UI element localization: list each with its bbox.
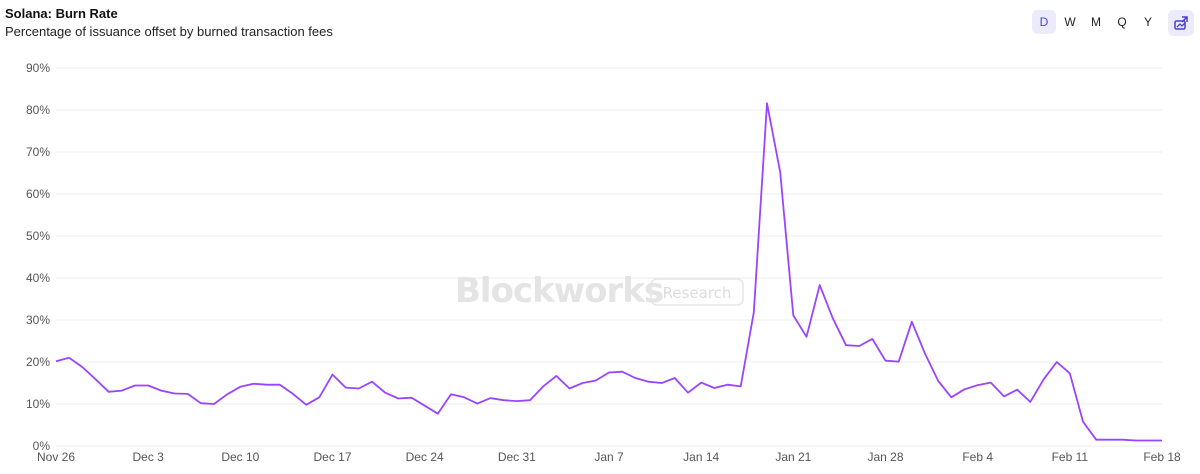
x-tick-label: Jan 7: [594, 450, 624, 464]
y-tick-label: 50%: [26, 229, 50, 243]
y-tick-label: 70%: [26, 145, 50, 159]
share-button[interactable]: [1168, 10, 1194, 36]
burn-rate-line[interactable]: [55, 102, 1162, 442]
x-tick-label: Dec 10: [221, 450, 259, 464]
x-tick-label: Jan 28: [867, 450, 903, 464]
x-tick-label: Feb 18: [1143, 450, 1181, 464]
watermark-brand: Blockworks: [455, 271, 663, 311]
x-tick-label: Jan 14: [683, 450, 719, 464]
y-tick-label: 20%: [26, 355, 50, 369]
range-quarterly-button[interactable]: Q: [1117, 15, 1127, 29]
x-tick-label: Dec 17: [313, 450, 351, 464]
watermark-tag: Research: [663, 284, 732, 302]
x-tick-label: Jan 21: [775, 450, 811, 464]
y-tick-label: 40%: [26, 271, 50, 285]
chart-title: Solana: Burn Rate: [5, 6, 118, 21]
y-tick-label: 60%: [26, 187, 50, 201]
x-tick-label: Dec 3: [132, 450, 164, 464]
x-tick-label: Dec 31: [498, 450, 536, 464]
x-tick-label: Feb 4: [962, 450, 993, 464]
x-tick-label: Feb 11: [1052, 450, 1089, 464]
y-tick-label: 0%: [33, 439, 51, 453]
y-tick-label: 80%: [26, 103, 50, 117]
range-yearly-button[interactable]: Y: [1143, 15, 1152, 29]
time-range-selector: D W M Q Y: [1032, 10, 1160, 34]
share-image-icon: [1174, 16, 1188, 30]
y-tick-label: 10%: [26, 397, 50, 411]
y-tick-label: 30%: [26, 313, 50, 327]
y-tick-label: 90%: [26, 61, 50, 75]
watermark-tag-box: [650, 278, 744, 306]
chart-subtitle: Percentage of issuance offset by burned …: [5, 24, 333, 39]
x-tick-label: Dec 24: [406, 450, 444, 464]
range-daily-button[interactable]: D: [1032, 10, 1056, 34]
range-monthly-button[interactable]: M: [1091, 15, 1101, 29]
x-tick-label: Nov 26: [37, 450, 75, 464]
range-weekly-button[interactable]: W: [1064, 15, 1076, 29]
